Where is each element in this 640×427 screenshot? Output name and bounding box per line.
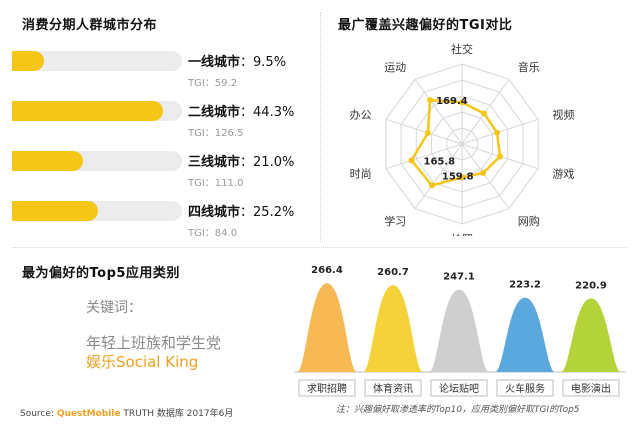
city-tier-tgi: TGI：126.5	[188, 128, 244, 139]
radar-axis-label: 办公	[350, 109, 372, 122]
city-tier-value: 9.5%	[253, 55, 287, 70]
radar-spoke	[461, 143, 510, 209]
app-category-label-box	[430, 379, 488, 397]
app-category-bar	[495, 297, 555, 372]
radar-axis-label: 运动	[384, 61, 406, 74]
city-tier-bar-track	[12, 151, 182, 171]
app-category-value: 220.9	[575, 280, 607, 291]
radar-point	[497, 153, 503, 160]
city-tier-row: 一线城市：9.5% TGI：59.2	[12, 46, 302, 89]
vertical-divider	[320, 12, 321, 242]
app-category-bar	[561, 298, 621, 372]
radar-data-label: 169.4	[436, 96, 468, 107]
app-category-label: 体育资讯	[373, 382, 413, 395]
source-rest: TRUTH 数据库 2017年6月	[120, 409, 234, 419]
radar-point	[481, 110, 488, 117]
city-tier-tgi: TGI：84.0	[188, 228, 238, 239]
radar-point	[427, 97, 434, 104]
radar-point	[459, 99, 465, 106]
radar-axis-label: 时尚	[350, 166, 372, 180]
app-category-label: 求职招聘	[307, 382, 347, 395]
city-tier-separator: ：	[240, 55, 254, 70]
city-tier-name: 二线城市	[188, 105, 241, 120]
city-tier-name: 一线城市	[188, 55, 241, 70]
app-category-bar	[429, 289, 489, 372]
city-tier-name: 三线城市	[188, 155, 241, 170]
city-tier-label: 三线城市：21.0%	[188, 151, 294, 170]
city-tier-label: 二线城市：44.3%	[188, 101, 294, 120]
app-category-label-box	[298, 379, 356, 397]
city-tier-row: 四线城市：25.2% TGI：84.0	[12, 196, 302, 239]
city-tier-bar	[12, 151, 84, 171]
city-tier-label: 四线城市：25.2%	[188, 201, 294, 220]
app-category-label: 电影演出	[571, 382, 611, 395]
radar-spoke	[414, 79, 463, 145]
radar-spoke	[414, 143, 463, 209]
app-category-value: 260.7	[377, 267, 409, 278]
radar-axis-label: 音乐	[518, 60, 540, 74]
radar-point	[494, 129, 500, 136]
radar-spoke	[385, 118, 463, 145]
city-tier-separator: ：	[240, 105, 254, 120]
city-tier-name: 四线城市	[188, 205, 241, 220]
radar-point	[480, 170, 487, 176]
city-tier-bar-track	[12, 51, 182, 71]
footnote: 注：兴趣偏好取渗透率的Top10，应用类别偏好取TGI的Top5	[336, 405, 580, 415]
city-tier-row: 三线城市：21.0% TGI：111.0	[12, 146, 302, 189]
city-tier-bar-track	[12, 101, 182, 121]
apps-section-title: 最为偏好的Top5应用类别	[22, 266, 180, 281]
radar-axis-label: 社交	[451, 42, 473, 56]
city-tier-separator: ：	[240, 155, 254, 170]
radar-axis-label: 学习	[384, 214, 406, 228]
radar-spoke	[461, 118, 539, 145]
radar-point	[428, 182, 435, 189]
city-tier-row: 二线城市：44.3% TGI：126.5	[12, 96, 302, 139]
app-category-label-box	[562, 379, 620, 397]
interest-radar-chart: 社交音乐视频游戏网购拍照 学习 时尚 办公 运动 169.4 165.8 159.8	[350, 42, 575, 236]
radar-axis-label: 网购	[518, 214, 540, 228]
app-category-value: 266.4	[311, 265, 343, 276]
radar-point	[408, 157, 415, 164]
app-category-label-box	[496, 379, 554, 397]
app-category-label: 论坛贴吧	[439, 382, 479, 395]
app-category-label: 火车服务	[505, 382, 545, 395]
city-tier-bar	[12, 201, 98, 221]
city-tier-value: 44.3%	[253, 105, 295, 120]
source-prefix: Source:	[20, 409, 57, 419]
city-tier-value: 25.2%	[253, 205, 295, 220]
source-note: Source: QuestMobile TRUTH 数据库 2017年6月	[20, 406, 233, 419]
city-tier-bar-track	[12, 201, 182, 221]
radar-axis-label: 拍照	[451, 232, 473, 236]
app-category-label-box	[364, 379, 422, 397]
city-section-title: 消费分期人群城市分布	[22, 18, 158, 33]
radar-axis-label: 视频	[552, 108, 574, 122]
radar-point	[424, 129, 431, 136]
app-category-bar	[297, 283, 357, 372]
keyword-line-1: 年轻上班族和学生党	[86, 334, 222, 352]
app-category-value: 247.1	[443, 272, 475, 283]
top5-app-category-chart: 266.4 求职招聘 260.7 体育资讯 247.1 论坛贴吧 223.2 火车服务 220.…	[294, 265, 626, 397]
city-tier-value: 21.0%	[253, 155, 295, 170]
radar-data-label: 165.8	[424, 156, 456, 167]
radar-axis-label: 游戏	[552, 167, 574, 180]
city-tier-tgi: TGI：111.0	[188, 178, 244, 189]
city-tier-bar	[12, 51, 45, 71]
city-tier-tgi: TGI：59.2	[188, 78, 238, 89]
app-category-value: 223.2	[509, 280, 541, 291]
city-tier-bar	[12, 101, 163, 121]
city-tier-separator: ：	[240, 205, 254, 220]
keyword-label: 关键词：	[86, 300, 142, 316]
radar-spoke	[385, 143, 463, 170]
horizontal-divider	[12, 247, 628, 248]
radar-section-title: 最广覆盖兴趣偏好的TGI对比	[338, 18, 513, 33]
radar-point	[459, 174, 465, 181]
app-category-bar	[363, 285, 423, 372]
city-tier-label: 一线城市：9.5%	[188, 51, 286, 70]
source-brand: QuestMobile	[56, 409, 121, 419]
keyword-line-2: 娱乐Social King	[86, 353, 199, 371]
radar-data-label: 159.8	[442, 171, 474, 182]
